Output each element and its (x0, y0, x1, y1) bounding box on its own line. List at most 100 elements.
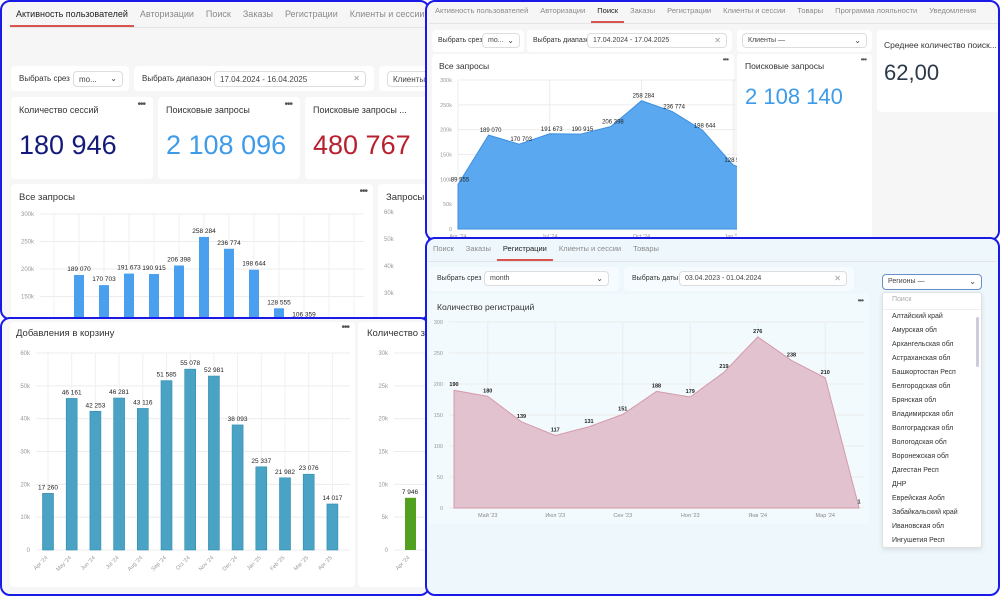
bar[interactable] (326, 503, 339, 551)
bar[interactable] (249, 269, 259, 320)
region-option[interactable]: Воронежская обл (892, 453, 949, 460)
clear-icon[interactable]: ✕ (834, 274, 841, 283)
clients-select[interactable]: Клиенты — ⌄ (742, 33, 867, 48)
tab-item[interactable]: Клиенты и сессии (723, 6, 786, 15)
slice-select[interactable]: month ⌄ (484, 271, 609, 286)
y-tick-label: 60k (20, 351, 31, 357)
region-option[interactable]: Белгородская обл (892, 383, 951, 390)
bar[interactable] (99, 285, 109, 320)
region-option[interactable]: Амурская обл (892, 327, 937, 334)
region-option[interactable]: Забайкальский край (892, 509, 958, 516)
region-option[interactable]: Ингушетия Респ (892, 537, 945, 544)
bar[interactable] (279, 477, 291, 551)
tab-item[interactable]: Поиск (205, 9, 231, 19)
kpi-value: 2 108 096 (166, 130, 287, 160)
tab-item[interactable]: Поиск (591, 6, 625, 23)
more-icon[interactable]: ••• (341, 322, 349, 333)
more-icon[interactable]: ••• (722, 55, 729, 64)
clear-icon[interactable]: ✕ (714, 36, 721, 45)
bar[interactable] (302, 473, 315, 551)
region-option[interactable]: Дагестан Респ (892, 467, 939, 474)
regions-select[interactable]: Регионы — ⌄ (882, 274, 982, 290)
bar[interactable] (274, 308, 284, 320)
bar[interactable] (160, 380, 173, 551)
region-option[interactable]: Брянская обл (892, 397, 937, 404)
bar[interactable] (113, 397, 125, 551)
tab-item[interactable]: Регистрации (496, 244, 553, 261)
region-option[interactable]: Архангельская обл (892, 341, 954, 348)
tab-item[interactable]: Регистрации (284, 9, 338, 19)
tab-item[interactable]: Активность пользователей (10, 9, 134, 27)
bar[interactable] (124, 273, 134, 320)
more-icon[interactable]: ••• (860, 55, 867, 64)
range-input[interactable]: 17.04.2024 - 16.04.2025 ✕ (214, 71, 366, 87)
region-option[interactable]: Алтайский край (892, 313, 943, 320)
bar[interactable] (199, 236, 209, 320)
tab-item[interactable]: Заказы (630, 6, 656, 15)
tab-item[interactable]: Клиенты и сессии (558, 244, 622, 253)
dates-input[interactable]: 03.04.2023 - 01.04.2024 ✕ (679, 271, 847, 286)
data-label: 46 161 (62, 389, 82, 396)
kpi-title: Поисковые запросы (745, 61, 825, 71)
region-option[interactable]: Вологодская обл (892, 439, 947, 446)
dates-label: Выбрать даты (632, 275, 679, 282)
scrollbar[interactable] (976, 317, 979, 367)
slice-value: month (490, 275, 510, 282)
y-tick-label: 25k (378, 384, 389, 390)
tab-item[interactable]: Авторизации (540, 6, 586, 15)
slice-select[interactable]: mo... ⌄ (73, 71, 123, 87)
tab-item[interactable]: Товары (633, 244, 659, 253)
tab-item[interactable]: Уведомления (929, 6, 977, 15)
kpi-value: 62,00 (884, 60, 940, 85)
x-tick-label: Сен '23 (613, 513, 632, 519)
bar[interactable] (224, 248, 234, 320)
region-option[interactable]: Астраханская обл (892, 355, 951, 362)
y-tick-label: 200k (21, 267, 35, 273)
bar[interactable] (149, 273, 159, 320)
bar[interactable] (208, 375, 220, 551)
region-option[interactable]: Башкортостан Респ (892, 369, 956, 376)
bar[interactable] (42, 493, 54, 551)
regions-search-input[interactable]: Поиск (883, 293, 981, 310)
tab-item[interactable]: Поиск (433, 244, 454, 253)
more-icon[interactable]: ••• (359, 186, 367, 197)
tab-item[interactable]: Активность пользователей (435, 6, 529, 15)
slice-label: Выбрать срез (437, 275, 482, 282)
region-option[interactable]: Волгоградская обл (892, 425, 954, 432)
tab-item[interactable]: Заказы (242, 9, 273, 19)
range-label: Выбрать диапазон (142, 74, 212, 83)
clear-icon[interactable]: ✕ (353, 74, 360, 83)
bar[interactable] (137, 408, 149, 551)
tab-item[interactable]: Программа лояльности (835, 6, 918, 15)
more-icon[interactable]: ••• (857, 296, 864, 305)
bar[interactable] (174, 265, 184, 320)
chevron-down-icon: ⌄ (507, 36, 514, 45)
tab-item[interactable]: Товары (797, 6, 824, 15)
clients-label: Клиенты (393, 75, 426, 84)
data-label: 131 (584, 419, 593, 425)
bar[interactable] (184, 368, 196, 551)
tab-item[interactable]: Регистрации (667, 6, 712, 15)
tab-item[interactable]: Клиенты и сессии (349, 9, 425, 19)
region-option[interactable]: Еврейская Аобл (892, 495, 945, 502)
more-icon[interactable]: ••• (284, 99, 292, 110)
slice-select[interactable]: mo... ⌄ (482, 33, 520, 48)
bar[interactable] (65, 398, 78, 551)
activity-panel: Активность пользователей Авторизации Поиск… (0, 0, 430, 320)
kpi-title: Количество сессий (19, 105, 99, 115)
x-tick-label: Ноя '23 (681, 513, 700, 519)
bar[interactable] (74, 275, 84, 320)
range-input[interactable]: 17.04.2024 - 17.04.2025 ✕ (587, 33, 727, 48)
kpi-value: 480 767 (313, 130, 411, 160)
clients-select[interactable]: Клиенты (387, 71, 428, 87)
bar[interactable] (231, 424, 244, 551)
region-option[interactable]: Ивановская обл (892, 523, 944, 530)
more-icon[interactable]: ••• (137, 99, 145, 110)
region-option[interactable]: ДНР (892, 481, 907, 488)
bar[interactable] (89, 410, 102, 551)
tab-item[interactable]: Авторизации (139, 9, 194, 19)
bar[interactable] (255, 466, 268, 551)
tab-item[interactable]: Заказы (465, 244, 491, 253)
bar[interactable] (405, 497, 416, 550)
region-option[interactable]: Владимирская обл (892, 411, 954, 418)
